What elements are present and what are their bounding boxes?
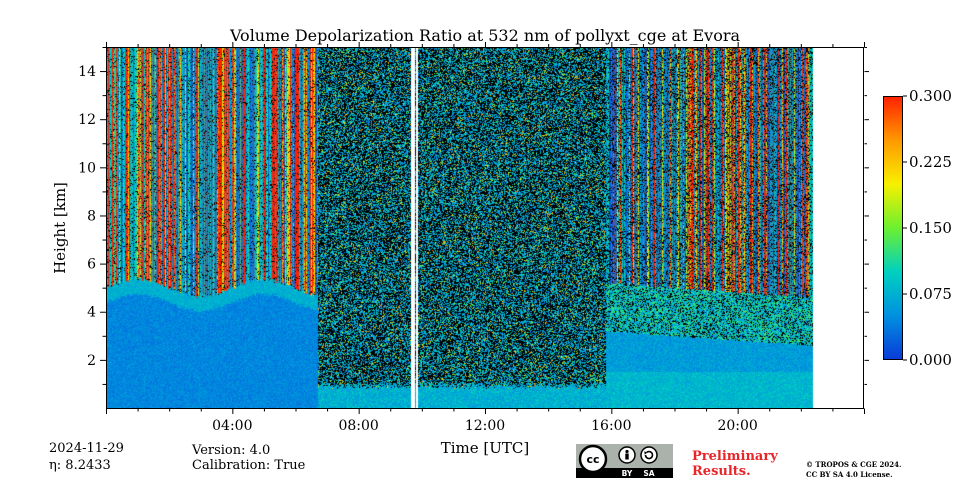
x-axis-label: Time [UTC] bbox=[441, 439, 530, 457]
cc-logo-text: cc bbox=[586, 453, 599, 466]
x-tick-label: 20:00 bbox=[717, 418, 757, 434]
colorbar-tick-label: 0.000 bbox=[909, 351, 952, 369]
sa-label: SA bbox=[643, 469, 654, 478]
heatmap-plot-area bbox=[106, 47, 864, 408]
x-tick-label: 08:00 bbox=[338, 418, 378, 434]
colorbar-tick-label: 0.075 bbox=[909, 285, 952, 303]
preliminary-label-line1: Preliminary bbox=[692, 449, 778, 464]
y-tick-label: 4 bbox=[87, 305, 96, 321]
date-label: 2024-11-29 bbox=[49, 441, 124, 456]
y-axis-label: Height [km] bbox=[51, 182, 69, 274]
by-label: BY bbox=[622, 469, 633, 478]
colorbar: 0.000 0.075 0.150 0.225 0.300 bbox=[883, 87, 952, 369]
calibration-label: Calibration: True bbox=[192, 458, 306, 473]
colorbar-scale bbox=[883, 96, 903, 360]
heatmap-image bbox=[106, 47, 864, 408]
x-tick-label: 12:00 bbox=[465, 418, 505, 434]
colorbar-frame bbox=[883, 96, 903, 360]
y-tick-label: 6 bbox=[87, 257, 96, 273]
y-tick-label: 8 bbox=[87, 208, 96, 224]
y-tick-label: 2 bbox=[87, 353, 96, 369]
copyright-line2: CC BY SA 4.0 License. bbox=[806, 470, 893, 479]
colorbar-tick-label: 0.225 bbox=[909, 153, 952, 171]
x-tick-label: 04:00 bbox=[212, 418, 252, 434]
colorbar-tick-label: 0.150 bbox=[909, 219, 952, 237]
version-label: Version: 4.0 bbox=[192, 443, 271, 458]
y-tick-label: 10 bbox=[78, 160, 96, 176]
chart-title: Volume Depolarization Ratio at 532 nm of… bbox=[229, 26, 741, 45]
copyright-line1: © TROPOS & CGE 2024. bbox=[806, 460, 902, 469]
share-alike-icon bbox=[640, 446, 658, 464]
colorbar-tick-label: 0.300 bbox=[909, 87, 952, 105]
y-tick-label: 14 bbox=[78, 64, 96, 80]
cc-by-sa-license-logo: cc BY SA bbox=[576, 444, 673, 478]
x-tick-label: 16:00 bbox=[591, 418, 631, 434]
preliminary-label-line2: Results. bbox=[692, 464, 751, 479]
axes: 04:00 08:00 12:00 16:00 20:00 2 4 6 8 10 12 14 bbox=[78, 42, 869, 434]
y-tick-label: 12 bbox=[78, 112, 96, 128]
eta-label: η: 8.2433 bbox=[49, 458, 111, 473]
